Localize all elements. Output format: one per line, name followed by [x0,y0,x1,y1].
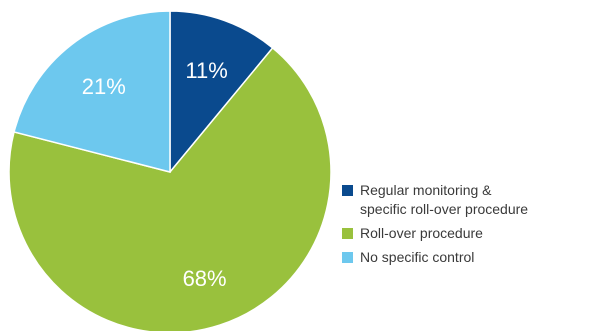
legend-label-roll-over-procedure: Roll-over procedure [360,225,483,241]
legend-swatch-roll-over-procedure [342,228,353,239]
slice-label-no-specific-control: 21% [82,74,126,99]
slice-label-roll-over-procedure: 68% [183,266,227,291]
legend-item-regular-monitoring: Regular monitoring & specific roll-over … [342,181,587,219]
chart-legend: Regular monitoring & specific roll-over … [342,181,587,272]
legend-swatch-no-specific-control [342,252,353,263]
slice-label-regular-monitoring: 11% [185,58,227,83]
pie-slice-no-specific-control [13,10,171,173]
pie-slice-regular-monitoring [169,10,274,175]
legend-label-regular-monitoring: Regular monitoring & specific roll-over … [360,182,529,217]
legend-label-no-specific-control: No specific control [360,249,475,265]
legend-item-roll-over-procedure: Roll-over procedure [342,224,587,243]
pie-slice-roll-over-procedure [8,46,332,331]
legend-item-no-specific-control: No specific control [342,248,587,267]
legend-swatch-regular-monitoring [342,185,353,196]
